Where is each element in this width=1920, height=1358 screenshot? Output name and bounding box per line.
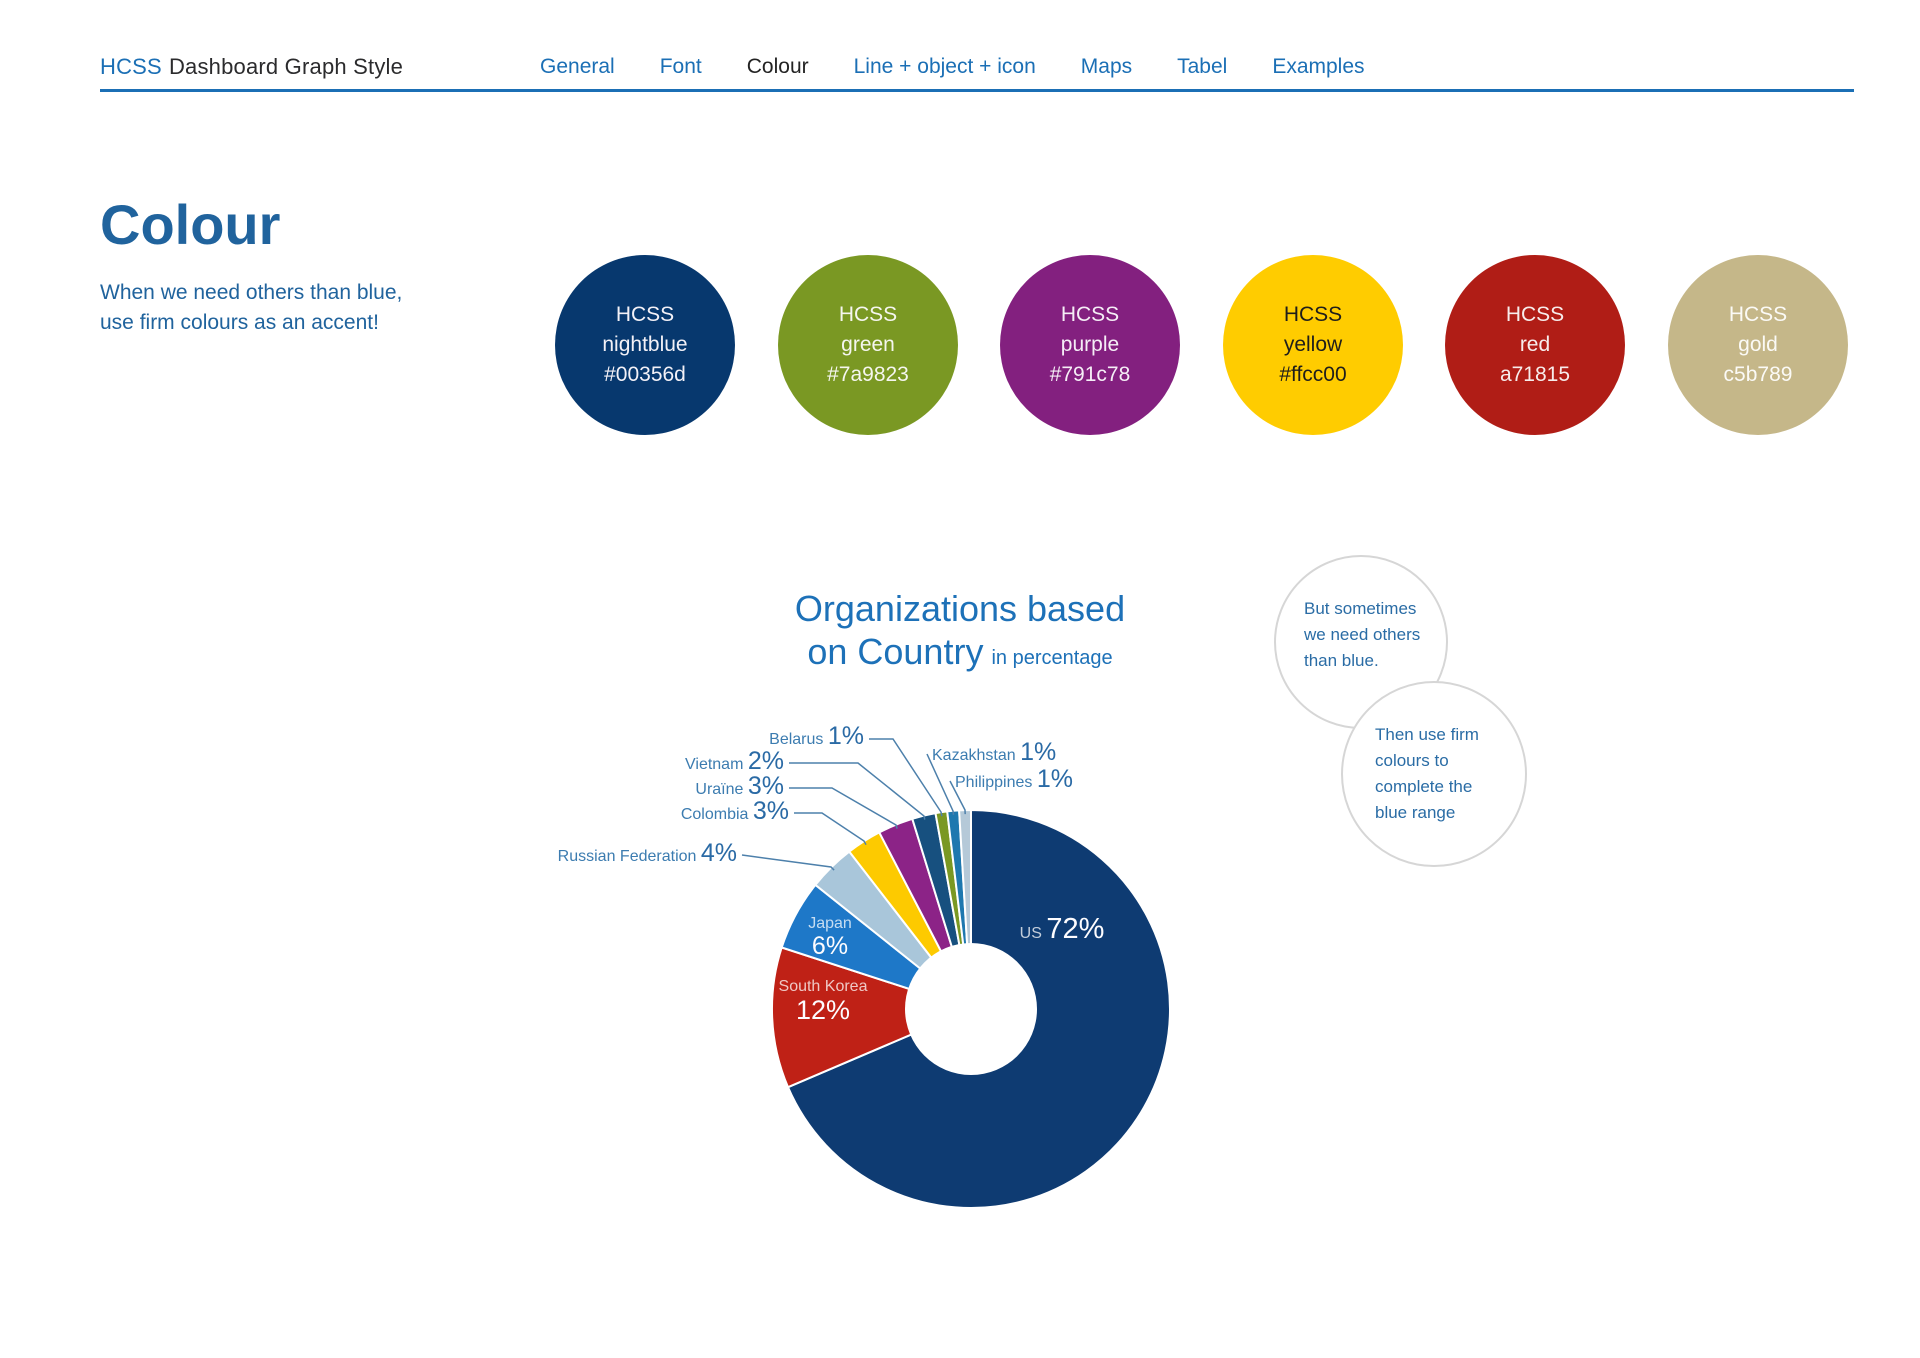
brand-primary: HCSS	[100, 54, 162, 79]
brand-secondary: Dashboard Graph Style	[168, 54, 404, 79]
pie-label-colombia: Colombia 3%	[681, 797, 789, 825]
swatch-hex: a71815	[1499, 363, 1571, 386]
main-nav: General Font Colour Line + object + icon Map…	[540, 55, 1365, 79]
swatch-shade: green	[841, 333, 895, 356]
swatch-shade: yellow	[1283, 333, 1343, 356]
chart-subtitle: in percentage	[991, 647, 1113, 669]
callout-text-2: Then use firm colours to complete the bl…	[1375, 725, 1479, 822]
page-title: Colour	[100, 192, 281, 256]
leader-line-philippines	[949, 780, 966, 815]
leader-line-belarus	[869, 738, 943, 817]
swatch-nightblue: HCSS nightblue #00356d	[555, 255, 735, 435]
swatch-shade: red	[1519, 333, 1551, 356]
pie-inner-pct-south-korea: 12%	[796, 995, 850, 1025]
app-title: HCSS Dashboard Graph Style	[100, 54, 403, 80]
leader-line-ura-ne	[789, 787, 898, 829]
pie-label-vietnam: Vietnam 2%	[685, 747, 784, 775]
intro-line-2: use firm colours as an accent!	[100, 311, 379, 334]
nav-item-line-object-icon[interactable]: Line + object + icon	[853, 55, 1036, 78]
swatch-brand: HCSS	[1505, 303, 1565, 326]
donut-hole	[905, 943, 1037, 1075]
swatch-hex: #7a9823	[827, 363, 909, 386]
chart-title: Organizations based on Country in percent…	[660, 588, 1260, 680]
chart-title-line1: Organizations based	[794, 588, 1126, 629]
pie-label-belarus: Belarus 1%	[769, 722, 864, 750]
pie-inner-name-japan: Japan	[808, 915, 852, 932]
swatch-shade: nightblue	[602, 333, 688, 356]
leader-line-kazakhstan	[926, 753, 955, 815]
nav-item-font[interactable]: Font	[659, 55, 702, 78]
pie-label-ura-ne: Uraïne 3%	[695, 772, 784, 800]
intro-text: When we need others than blue, use firm …	[100, 278, 402, 338]
swatch-brand: HCSS	[1283, 303, 1343, 326]
swatch-red: HCSS red a71815	[1445, 255, 1625, 435]
pie-inner-pct-japan: 6%	[812, 932, 848, 960]
callout-bubble-2: Then use firm colours to complete the bl…	[1341, 681, 1527, 867]
chart-title-line2: on Country in percentage	[660, 630, 1260, 680]
pie-label-russian-federation: Russian Federation 4%	[558, 839, 737, 867]
swatch-green: HCSS green #7a9823	[778, 255, 958, 435]
leader-line-colombia	[794, 812, 867, 846]
swatch-shade: purple	[1060, 333, 1120, 356]
swatch-purple: HCSS purple #791c78	[1000, 255, 1180, 435]
callout-text-1: But sometimes we need others than blue.	[1304, 599, 1421, 670]
swatch-hex: #00356d	[604, 363, 686, 386]
pie-label-kazakhstan: Kazakhstan 1%	[932, 738, 1056, 766]
nav-item-tabel[interactable]: Tabel	[1177, 55, 1228, 78]
intro-line-1: When we need others than blue,	[100, 281, 403, 304]
nav-item-maps[interactable]: Maps	[1080, 55, 1133, 78]
leader-line-russian-federation	[741, 854, 835, 871]
swatch-brand: HCSS	[838, 303, 898, 326]
donut-chart: Russian Federation 4% Colombia 3%Uraïne 3…	[558, 722, 1171, 1209]
nav-item-colour[interactable]: Colour	[746, 55, 809, 78]
swatch-shade: gold	[1738, 333, 1778, 356]
nav-item-examples[interactable]: Examples	[1272, 55, 1365, 78]
swatch-hex: c5b789	[1723, 363, 1793, 386]
pie-label-philippines: Philippines 1%	[955, 765, 1073, 793]
chart-title-line2-main: on Country	[807, 631, 984, 672]
swatch-brand: HCSS	[1060, 303, 1120, 326]
swatch-brand: HCSS	[615, 303, 675, 326]
nav-item-general[interactable]: General	[540, 55, 615, 78]
swatch-hex: #791c78	[1049, 363, 1131, 386]
header-divider	[100, 89, 1854, 92]
pie-inner-label-us: US 72%	[1020, 913, 1105, 945]
leader-line-vietnam	[789, 762, 926, 820]
swatch-brand: HCSS	[1728, 303, 1788, 326]
swatch-yellow: HCSS yellow #ffcc00	[1223, 255, 1403, 435]
swatch-hex: #ffcc00	[1279, 363, 1347, 386]
pie-slice-south-korea	[771, 946, 974, 1089]
swatch-gold: HCSS gold c5b789	[1668, 255, 1848, 435]
pie-inner-name-south-korea: South Korea	[779, 978, 868, 995]
